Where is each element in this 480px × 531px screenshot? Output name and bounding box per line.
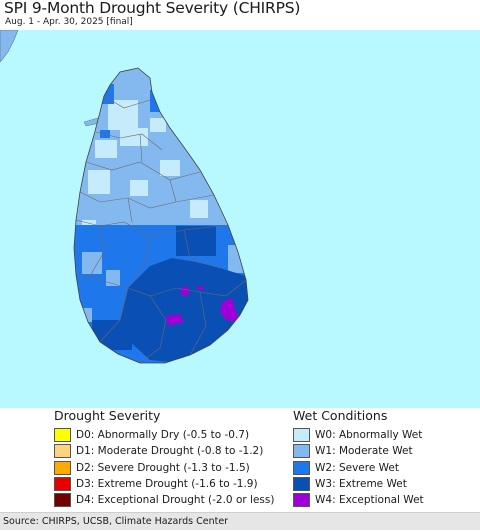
legend-swatch-d4 [54,493,71,508]
legend-item-d3: D3: Extreme Drought (-1.6 to -1.9) [54,476,274,492]
wet-legend-title: Wet Conditions [293,408,388,423]
drought-legend-title: Drought Severity [54,408,161,423]
wet-legend: Wet Conditions W0: Abnormally Wet W1: Mo… [293,408,424,508]
legend-label-d4: D4: Exceptional Drought (-2.0 or less) [76,494,275,507]
legend-item-d1: D1: Moderate Drought (-0.8 to -1.2) [54,443,274,459]
legend-item-d2: D2: Severe Drought (-1.3 to -1.5) [54,460,274,476]
sri-lanka-outline [73,67,249,364]
legend-item-w3: W3: Extreme Wet [293,476,424,492]
district-boundaries [75,95,247,364]
map-area [0,30,480,409]
legend-label-d3: D3: Extreme Drought (-1.6 to -1.9) [76,478,258,491]
source-credit: Source: CHIRPS, UCSB, Climate Hazards Ce… [0,512,480,530]
legend-item-w0: W0: Abnormally Wet [293,427,424,443]
legend-swatch-w3 [293,477,310,492]
legend-label-w0: W0: Abnormally Wet [315,429,423,442]
legend-item-w2: W2: Severe Wet [293,460,424,476]
legend-label-w2: W2: Severe Wet [315,461,399,474]
legend-swatch-d1 [54,444,71,459]
map-title: SPI 9-Month Drought Severity (CHIRPS) [4,0,301,17]
map-subtitle: Aug. 1 - Apr. 30, 2025 [final] [5,17,133,27]
legend: Drought Severity D0: Abnormally Dry (-0.… [0,408,480,512]
legend-swatch-w4 [293,493,310,508]
legend-label-w1: W1: Moderate Wet [315,445,413,458]
legend-label-w4: W4: Exceptional Wet [315,494,424,507]
legend-label-w3: W3: Extreme Wet [315,478,407,491]
sri-lanka-map [0,30,249,364]
legend-item-d4: D4: Exceptional Drought (-2.0 or less) [54,492,274,508]
legend-swatch-w0 [293,428,310,443]
legend-label-d2: D2: Severe Drought (-1.3 to -1.5) [76,461,250,474]
legend-swatch-d0 [54,428,71,443]
legend-swatch-w2 [293,460,310,475]
legend-label-d0: D0: Abnormally Dry (-0.5 to -0.7) [76,429,250,442]
legend-swatch-w1 [293,444,310,459]
spi-shading [74,68,248,363]
legend-label-d1: D1: Moderate Drought (-0.8 to -1.2) [76,445,264,458]
legend-swatch-d3 [54,477,71,492]
legend-swatch-d2 [54,460,71,475]
legend-item-d0: D0: Abnormally Dry (-0.5 to -0.7) [54,427,274,443]
drought-legend: Drought Severity D0: Abnormally Dry (-0.… [54,408,274,508]
legend-item-w1: W1: Moderate Wet [293,443,424,459]
india-landmass [0,30,19,63]
legend-item-w4: W4: Exceptional Wet [293,492,424,508]
